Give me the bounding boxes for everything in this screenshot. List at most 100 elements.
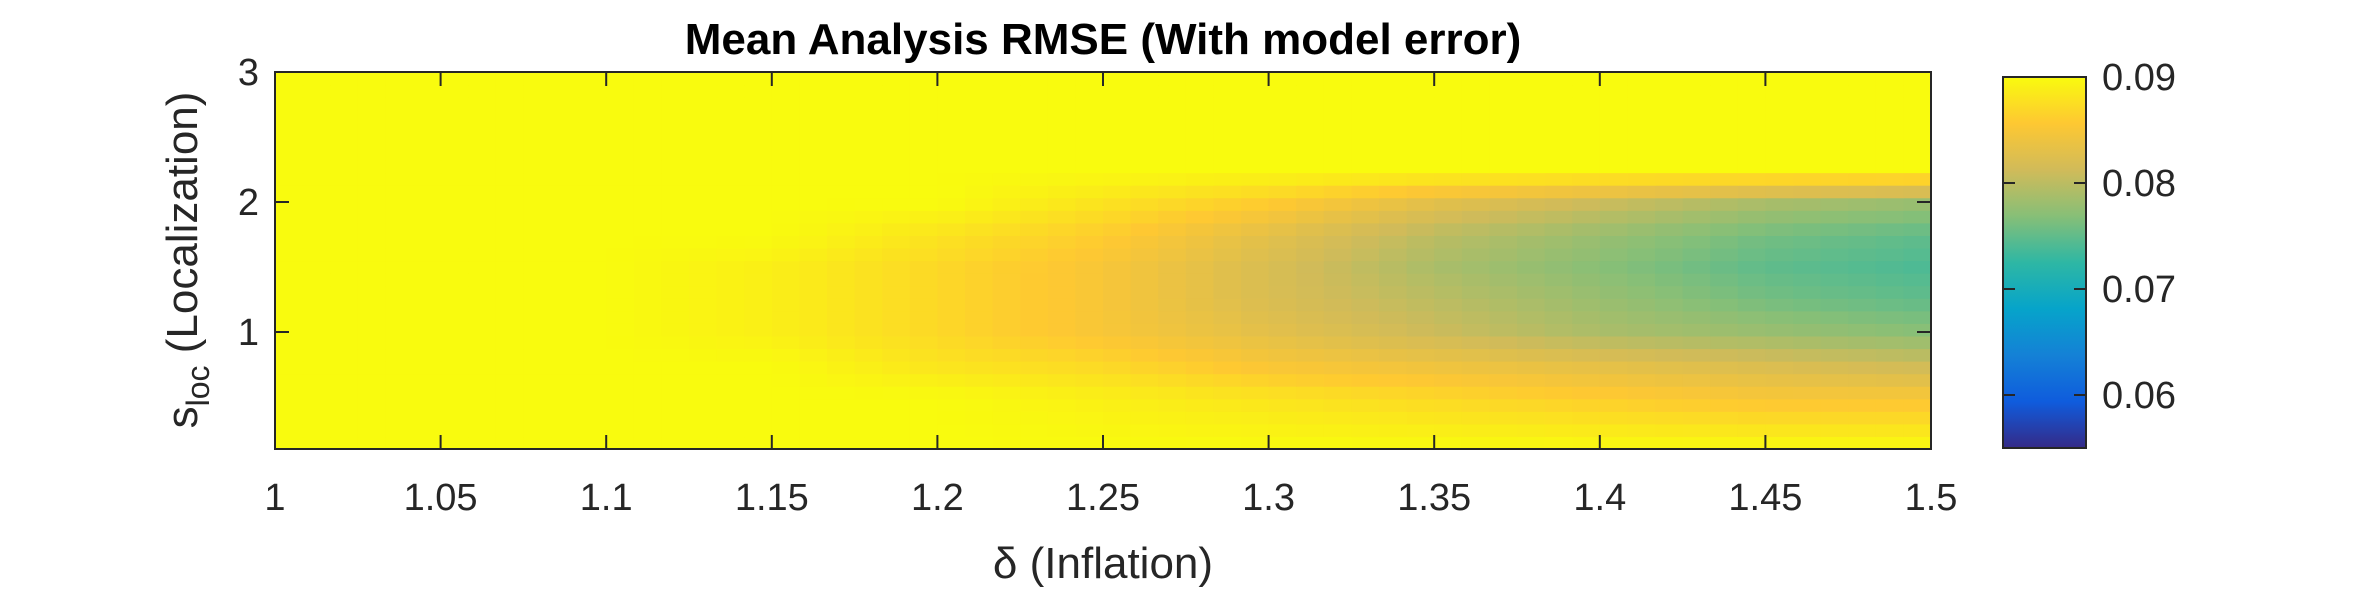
heatmap-cell — [495, 109, 524, 123]
heatmap-cell — [385, 310, 414, 324]
heatmap-cell — [1379, 247, 1408, 262]
heatmap-cell — [385, 97, 414, 111]
heatmap-cell — [1103, 411, 1132, 425]
heatmap-cell — [633, 197, 662, 211]
heatmap-cell — [1627, 298, 1656, 312]
heatmap-cell — [882, 222, 911, 236]
heatmap-cell — [1103, 97, 1132, 111]
heatmap-cell — [606, 373, 635, 387]
heatmap-cell — [1572, 436, 1601, 449]
heatmap-cell — [799, 361, 828, 375]
heatmap-cell — [1489, 185, 1518, 199]
heatmap-cell — [992, 436, 1021, 449]
heatmap-cell — [330, 323, 359, 337]
heatmap-cell — [440, 323, 469, 337]
heatmap-cell — [965, 335, 994, 350]
heatmap-cell — [965, 386, 994, 400]
heatmap-cell — [1517, 222, 1546, 236]
heatmap-cell — [661, 134, 690, 148]
heatmap-cell — [1737, 298, 1766, 312]
heatmap-cell — [1241, 109, 1270, 123]
heatmap-cell — [330, 210, 359, 224]
heatmap-cell — [578, 185, 607, 199]
heatmap-cell — [1682, 172, 1711, 186]
heatmap-cell — [1461, 373, 1490, 387]
heatmap-cell — [827, 109, 856, 123]
heatmap-cell — [1682, 298, 1711, 312]
heatmap-cell — [992, 373, 1021, 387]
heatmap-cell — [1268, 398, 1297, 412]
heatmap-cell — [1268, 310, 1297, 324]
heatmap-cell — [1737, 172, 1766, 186]
heatmap-cell — [606, 348, 635, 362]
heatmap-cell — [937, 72, 966, 86]
heatmap-cell — [1820, 411, 1849, 425]
x-tick-label: 1.15 — [735, 477, 809, 519]
heatmap-cell — [1655, 84, 1684, 98]
heatmap-cell — [495, 97, 524, 111]
heatmap-cell — [275, 197, 304, 211]
heatmap-cell — [909, 109, 938, 123]
heatmap-cell — [1213, 197, 1242, 211]
heatmap-cell — [302, 361, 331, 375]
heatmap-cell — [1351, 273, 1380, 287]
heatmap-cell — [1047, 134, 1076, 148]
heatmap-cell — [799, 210, 828, 224]
heatmap-cell — [1627, 72, 1656, 86]
heatmap-cell — [1103, 298, 1132, 312]
heatmap-cell — [606, 222, 635, 236]
heatmap-cell — [771, 273, 800, 287]
heatmap-cell — [1875, 386, 1904, 400]
heatmap-cell — [1103, 373, 1132, 387]
heatmap-cell — [1820, 235, 1849, 249]
heatmap-cell — [1737, 235, 1766, 249]
heatmap-cell — [578, 109, 607, 123]
heatmap-cell — [551, 335, 580, 350]
heatmap-cell — [1627, 172, 1656, 186]
heatmap-cell — [1737, 335, 1766, 350]
heatmap-cell — [1517, 386, 1546, 400]
heatmap-cell — [965, 348, 994, 362]
heatmap-cell — [385, 197, 414, 211]
heatmap-cell — [1710, 361, 1739, 375]
heatmap-cell — [1765, 373, 1794, 387]
heatmap-cell — [385, 84, 414, 98]
heatmap-cell — [1875, 436, 1904, 449]
heatmap-cell — [1434, 122, 1463, 136]
heatmap-cell — [1296, 122, 1325, 136]
heatmap-cell — [1047, 159, 1076, 174]
heatmap-cell — [357, 97, 386, 111]
heatmap-cell — [716, 323, 745, 337]
heatmap-cell — [1572, 361, 1601, 375]
heatmap-cell — [799, 285, 828, 299]
heatmap-cell — [523, 285, 552, 299]
heatmap-cell — [1158, 273, 1187, 287]
heatmap-cell — [1213, 298, 1242, 312]
heatmap-cell — [1765, 235, 1794, 249]
heatmap-cell — [827, 134, 856, 148]
heatmap-cell — [1323, 398, 1352, 412]
heatmap-cell — [633, 273, 662, 287]
heatmap-cell — [1682, 411, 1711, 425]
heatmap-cell — [551, 411, 580, 425]
heatmap-cell — [578, 310, 607, 324]
heatmap-cell — [1544, 398, 1573, 412]
heatmap-cell — [1296, 222, 1325, 236]
heatmap-cell — [1655, 436, 1684, 449]
heatmap-cell — [633, 423, 662, 438]
heatmap-cell — [1296, 361, 1325, 375]
heatmap-cell — [523, 172, 552, 186]
heatmap-cell — [523, 84, 552, 98]
heatmap-cell — [965, 423, 994, 438]
heatmap-cell — [551, 222, 580, 236]
heatmap-cell — [1710, 222, 1739, 236]
heatmap-cell — [1627, 109, 1656, 123]
heatmap-cell — [1627, 348, 1656, 362]
heatmap-cell — [661, 84, 690, 98]
heatmap-cell — [523, 97, 552, 111]
heatmap-cell — [1489, 222, 1518, 236]
heatmap-cell — [1185, 373, 1214, 387]
heatmap-cell — [909, 185, 938, 199]
heatmap-cell — [744, 172, 773, 186]
heatmap-cell — [1820, 109, 1849, 123]
